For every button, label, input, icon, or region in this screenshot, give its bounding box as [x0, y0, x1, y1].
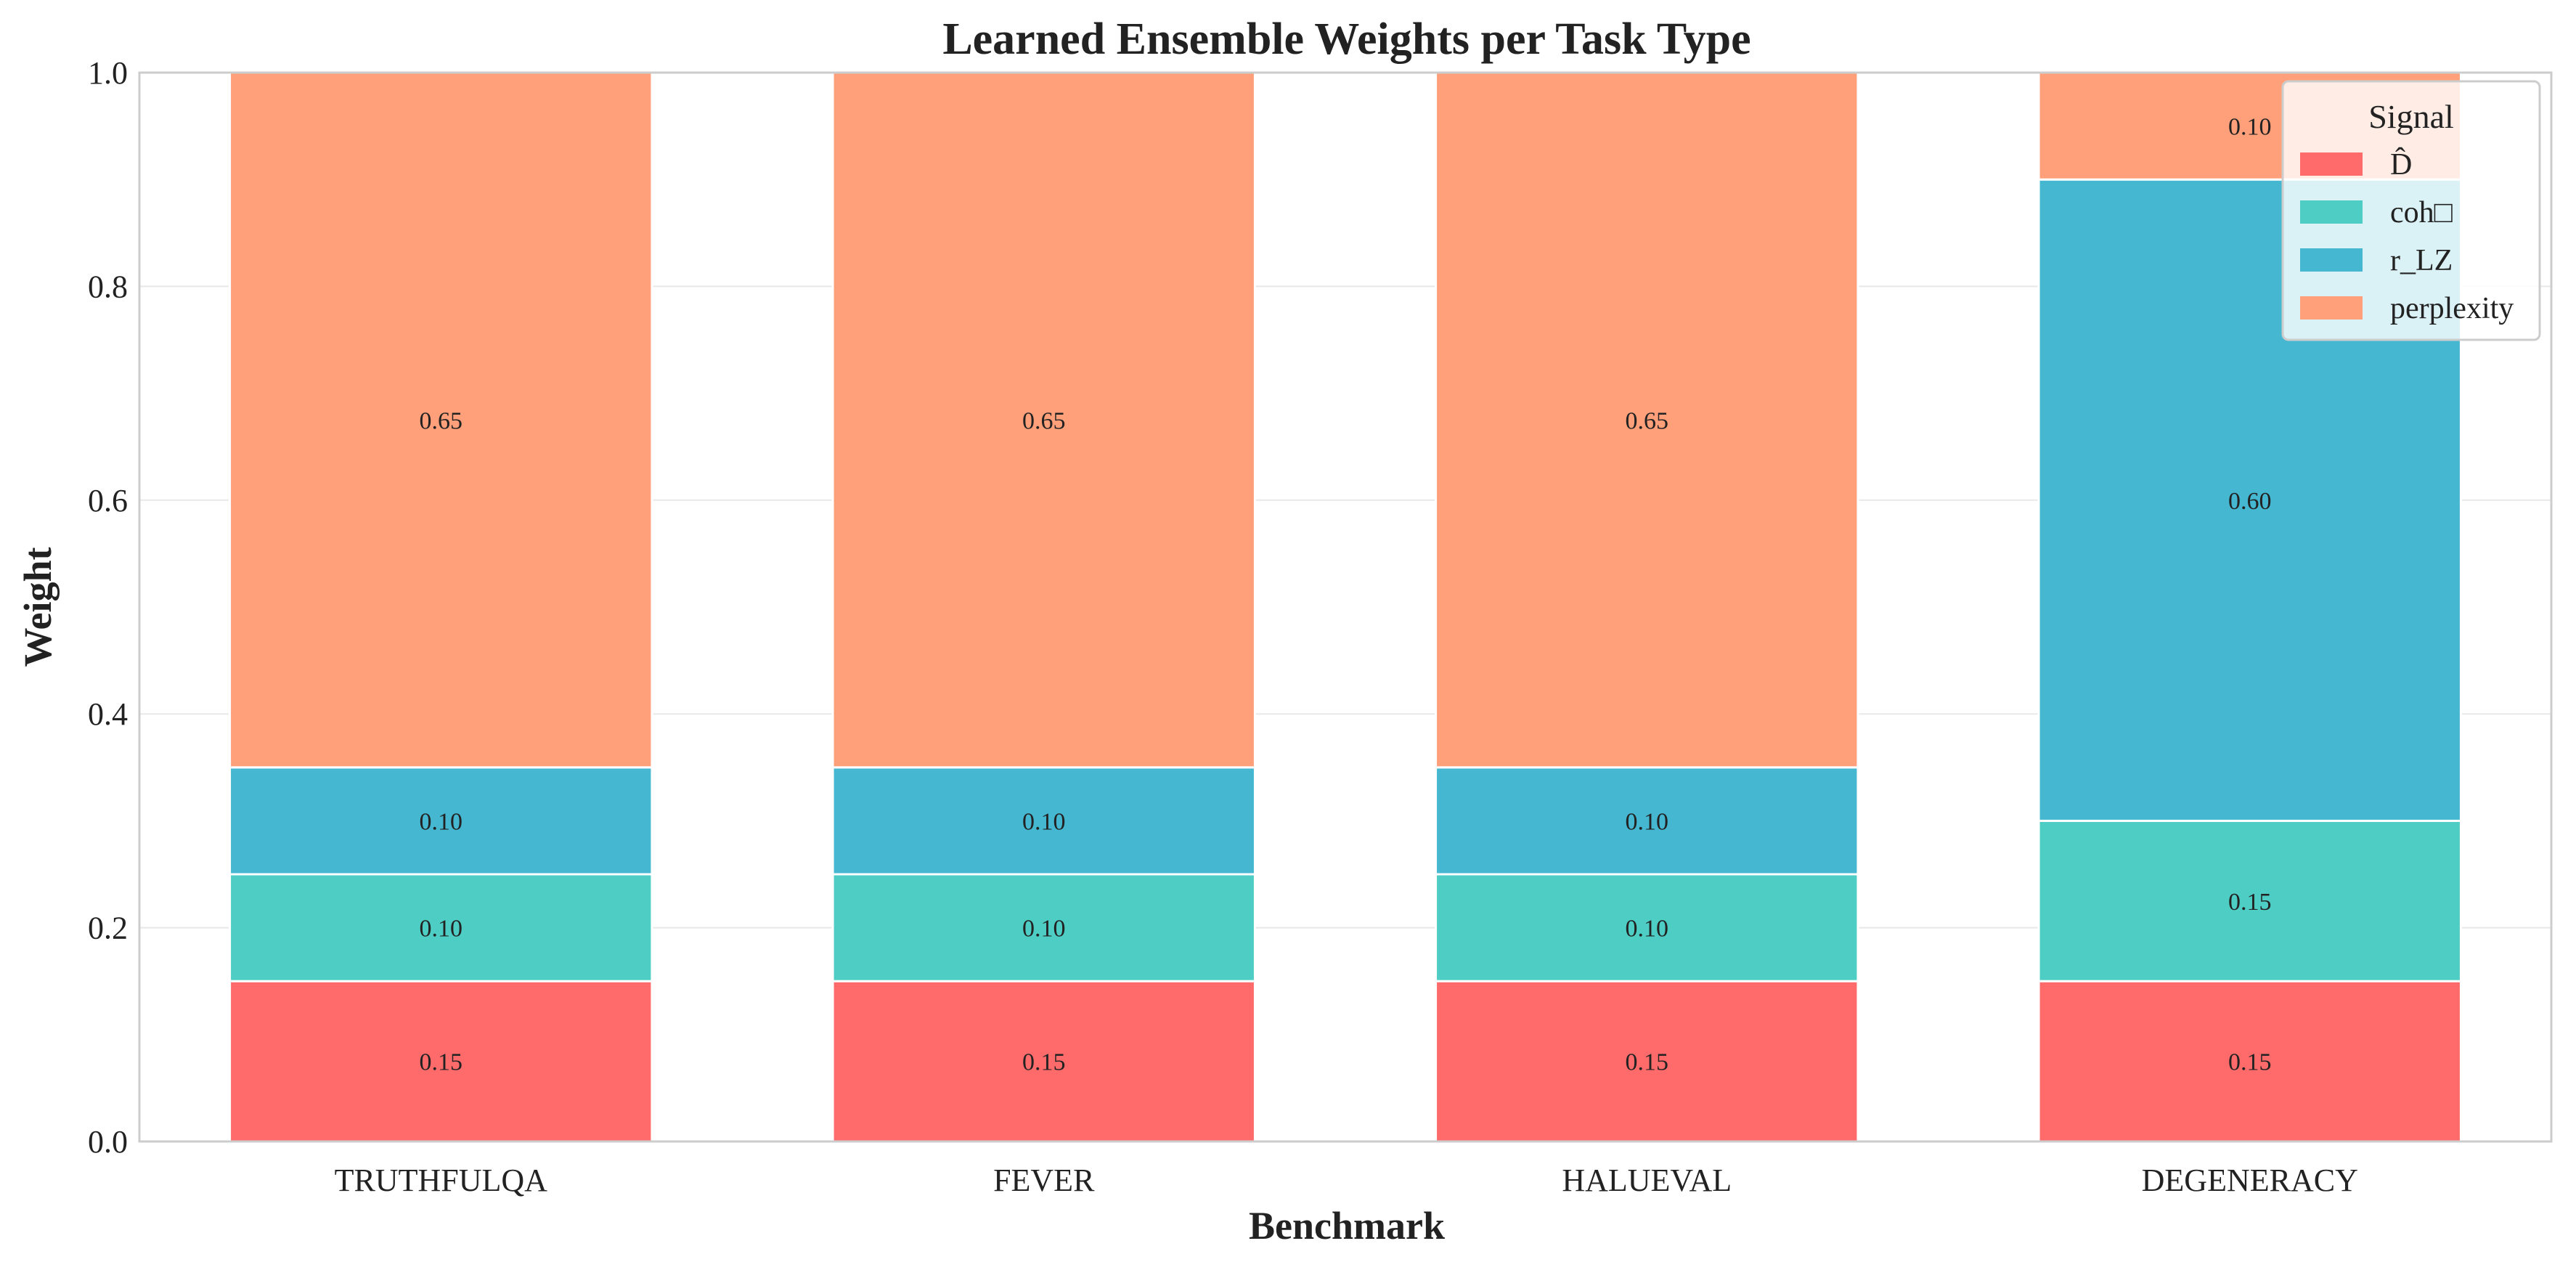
legend-items: D̂ coh□ r_LZ perplexity [2300, 147, 2514, 325]
x-tick-label: HALUEVAL [1562, 1163, 1732, 1198]
bar-segment [229, 873, 653, 982]
data-label: 0.15 [2228, 1049, 2272, 1076]
x-tick-label: DEGENERACY [2142, 1163, 2358, 1198]
data-label: 0.60 [2228, 488, 2272, 515]
data-label: 0.65 [1022, 407, 1066, 434]
bar-segment [229, 71, 653, 769]
x-axis-label: Benchmark [1249, 1204, 1445, 1247]
legend-label: D̂ [2390, 147, 2412, 182]
x-tick-label: TRUTHFULQA [335, 1163, 548, 1198]
plot-frame [138, 71, 2553, 1143]
data-label: 0.10 [2228, 114, 2272, 141]
bar-segment [1435, 873, 1859, 982]
y-axis-ticks: 0.0 0.2 0.4 0.6 0.8 1.0 [88, 55, 128, 1160]
data-label: 0.10 [1626, 808, 1669, 835]
data-label: 0.15 [2228, 889, 2272, 916]
data-label: 0.15 [420, 1049, 463, 1076]
y-tick-label: 1.0 [88, 55, 128, 91]
data-label: 0.10 [1022, 916, 1066, 943]
y-tick-label: 0.2 [88, 911, 128, 946]
legend-swatch [2300, 296, 2363, 319]
legend-title: Signal [2368, 98, 2454, 135]
legend-swatch [2300, 200, 2363, 224]
data-labels: 0.15 0.10 0.10 0.65 0.15 0.10 0.10 0.65 0.15 0.10… [420, 114, 2272, 1076]
bar-segment [229, 980, 653, 1143]
bar-segment [229, 766, 653, 876]
data-label: 0.65 [1626, 407, 1669, 434]
legend-label: coh□ [2390, 196, 2453, 229]
legend-box [2281, 80, 2541, 341]
bar-segment [1435, 71, 1859, 769]
bar-segment [831, 71, 1256, 769]
data-label: 0.10 [420, 808, 463, 835]
data-label: 0.15 [1022, 1049, 1066, 1076]
x-axis-ticks: TRUTHFULQA FEVER HALUEVAL DEGENERACY [335, 1163, 2358, 1198]
legend-swatch [2300, 152, 2363, 176]
bar-segment [2037, 819, 2462, 982]
bar-segment [1435, 980, 1859, 1143]
legend-label: r_LZ [2390, 244, 2453, 277]
data-label: 0.65 [420, 407, 463, 434]
data-label: 0.10 [1626, 916, 1669, 943]
chart-title: Learned Ensemble Weights per Task Type [942, 15, 1750, 64]
y-axis-label: Weight [16, 547, 60, 667]
data-label: 0.10 [1022, 808, 1066, 835]
y-tick-label: 0.0 [88, 1124, 128, 1160]
y-tick-label: 0.6 [88, 483, 128, 518]
y-tick-label: 0.8 [88, 269, 128, 304]
data-label: 0.15 [1626, 1049, 1669, 1076]
bar-segment [2037, 980, 2462, 1143]
bar-segment [831, 873, 1256, 982]
y-tick-label: 0.4 [88, 696, 128, 732]
bars [229, 71, 2462, 1143]
legend-label: perplexity [2390, 292, 2514, 325]
legend-swatch [2300, 248, 2363, 272]
x-tick-label: FEVER [993, 1163, 1095, 1198]
data-label: 0.10 [420, 916, 463, 943]
legend: Signal D̂ coh□ r_LZ perplexity [2281, 80, 2541, 341]
